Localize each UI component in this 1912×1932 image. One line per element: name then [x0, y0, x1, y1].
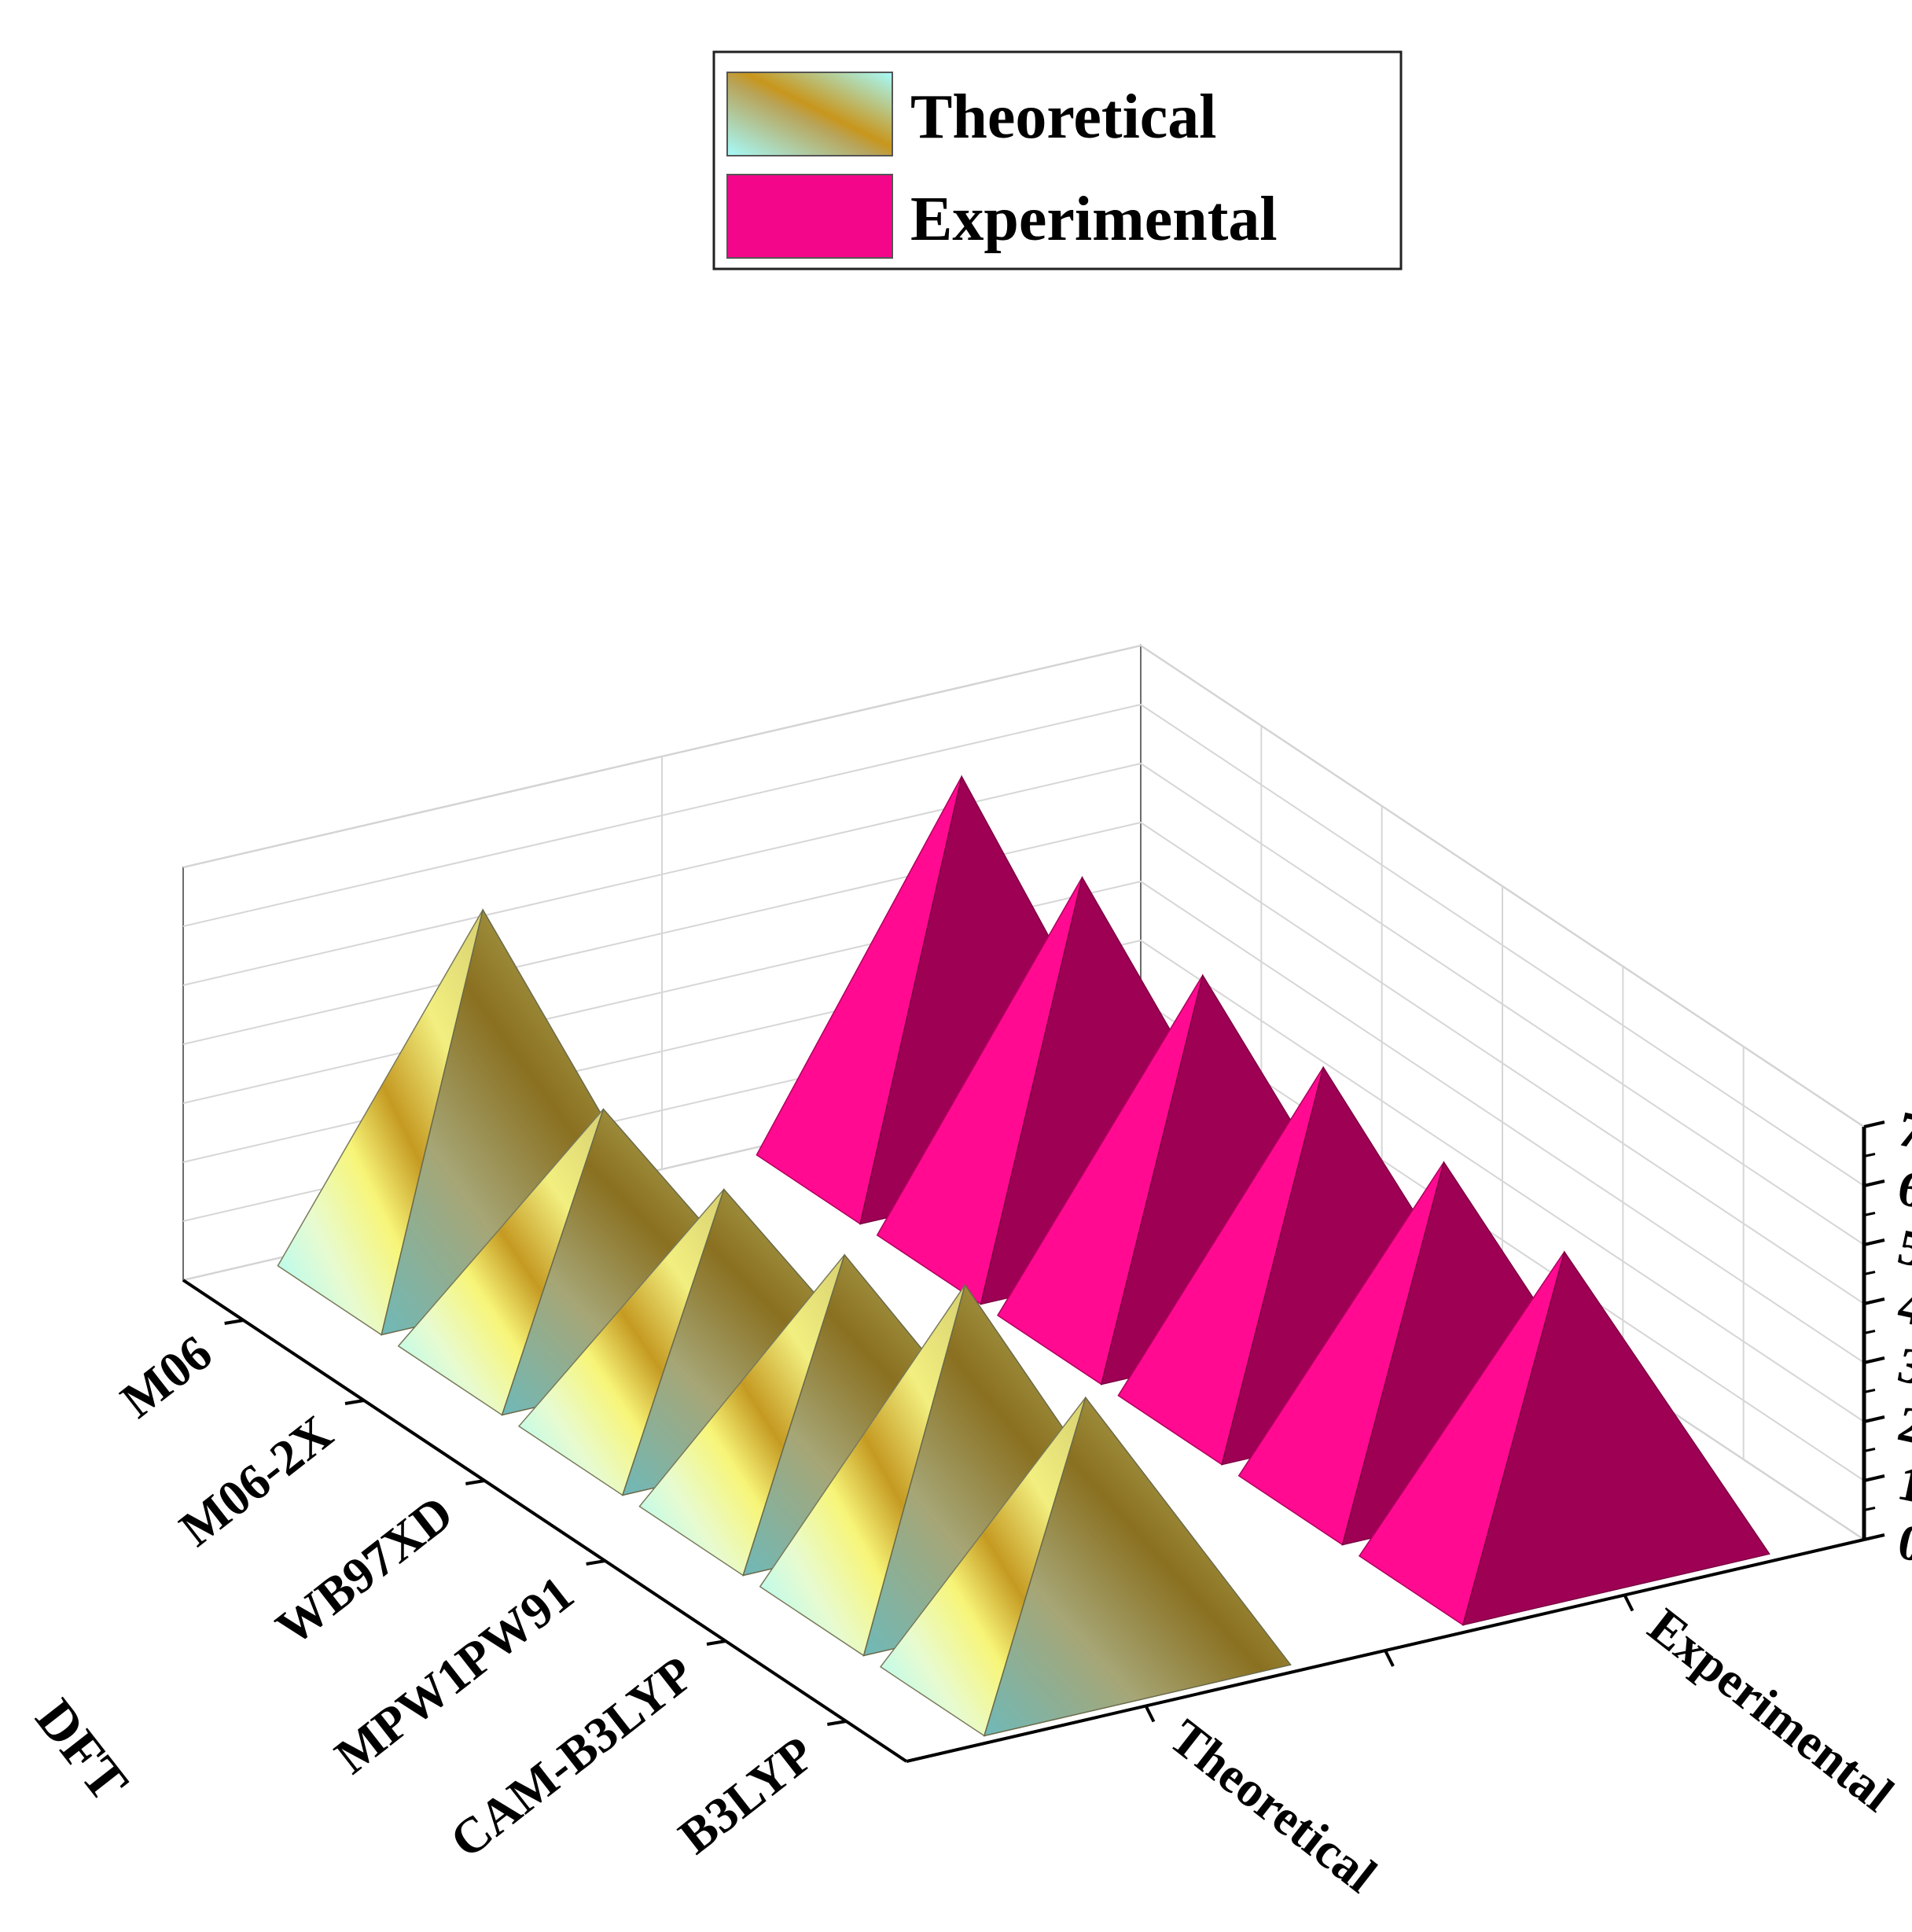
x-axis-line	[182, 1279, 908, 1763]
y-tick-label: Experimental	[1638, 1598, 1904, 1823]
bar-experimental	[1358, 1250, 1770, 1626]
legend: Theoretical Experimental	[712, 50, 1403, 270]
z-axis-minor-tick	[1863, 1507, 1876, 1511]
x-axis-tick	[465, 1479, 485, 1485]
z-axis-minor-tick	[1863, 1330, 1876, 1334]
z-axis-tick	[1863, 1474, 1885, 1482]
z-axis-tick	[1863, 1179, 1885, 1187]
bar-theoretical	[879, 1396, 1292, 1737]
legend-swatch-theoretical	[726, 72, 893, 156]
z-axis-tick	[1863, 1121, 1885, 1128]
z-axis-minor-tick	[1863, 1271, 1876, 1275]
x-axis-title: DFT	[24, 1688, 139, 1812]
legend-swatch-experimental	[726, 174, 893, 259]
bar-face-side	[983, 1396, 1292, 1737]
x-axis-tick	[827, 1720, 847, 1726]
x-axis-tick	[586, 1559, 605, 1566]
y-axis-tick	[1623, 1594, 1634, 1612]
x-tick-label: M06	[111, 1324, 222, 1429]
z-axis-tick	[1863, 1356, 1885, 1364]
z-tick-label: 0	[1893, 1513, 1912, 1573]
z-axis-minor-tick	[1863, 1389, 1876, 1393]
z-axis-tick	[1863, 1415, 1885, 1423]
z-axis-tick	[1863, 1238, 1885, 1246]
y-axis-tick	[1144, 1705, 1156, 1723]
x-axis-tick	[706, 1639, 726, 1646]
z-axis-minor-tick	[1863, 1212, 1876, 1216]
legend-label-experimental: Experimental	[910, 185, 1278, 254]
z-axis-tick	[1863, 1297, 1885, 1305]
x-axis-tick	[344, 1399, 365, 1405]
x-tick-label: WB97XD	[266, 1485, 463, 1656]
x-tick-label: B3LYP	[668, 1725, 825, 1864]
y-axis-minor-tick	[1384, 1650, 1395, 1667]
z-axis-tick	[1863, 1533, 1885, 1541]
chart-bars	[277, 775, 1770, 1737]
z-axis-minor-tick	[1863, 1153, 1876, 1157]
bar-face-side	[1462, 1250, 1770, 1626]
x-axis-tick	[224, 1319, 244, 1325]
x-tick-label: M06-2X	[169, 1404, 342, 1557]
z-axis-minor-tick	[1863, 1448, 1876, 1452]
legend-label-theoretical: Theoretical	[910, 83, 1217, 152]
y-tick-label: Theoretical	[1160, 1709, 1387, 1904]
